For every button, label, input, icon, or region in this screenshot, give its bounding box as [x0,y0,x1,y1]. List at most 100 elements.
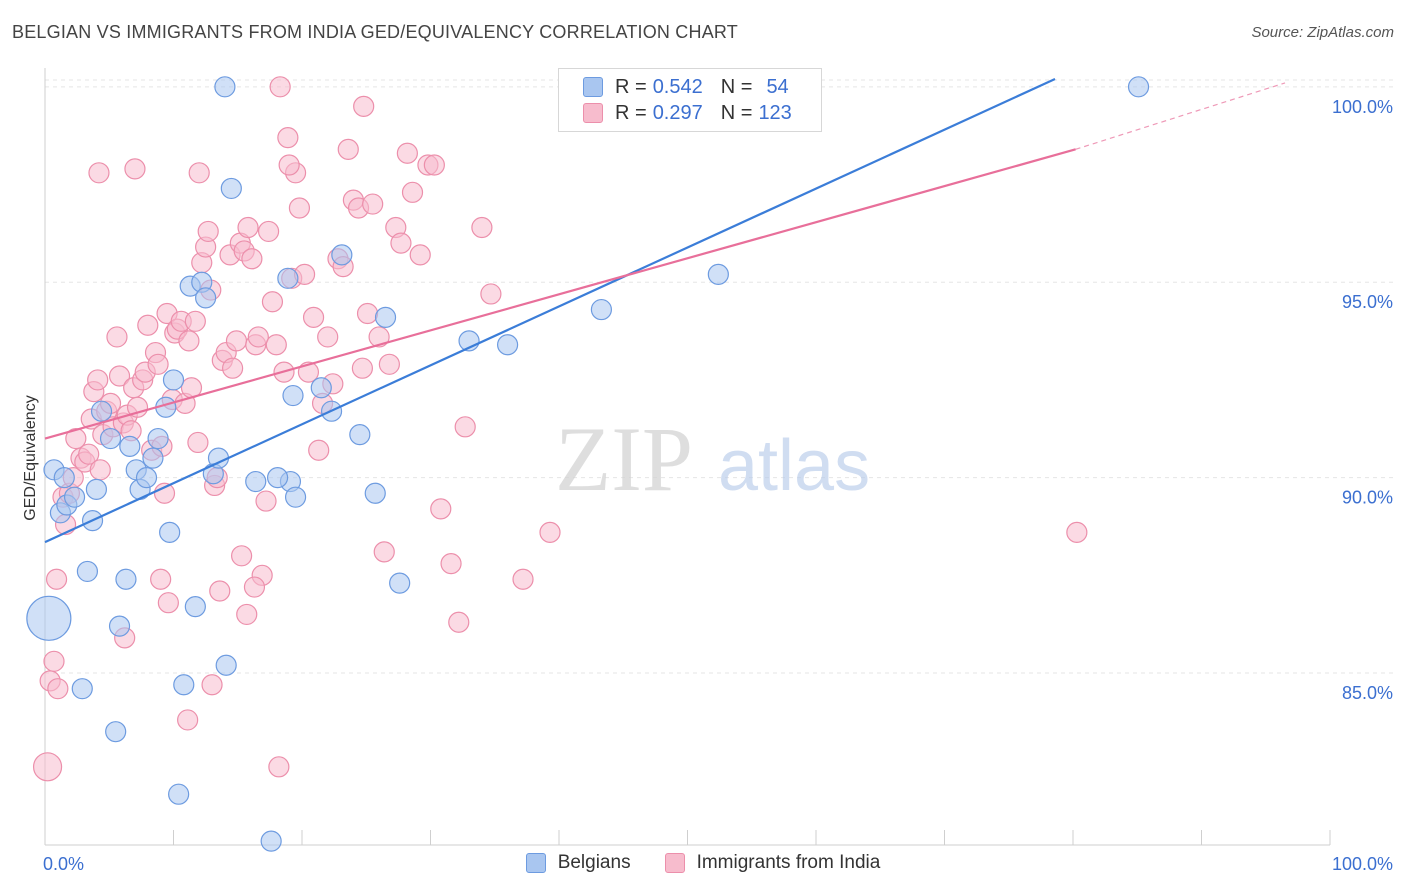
belgian-point [71,678,93,700]
series-swatch-belgians [525,853,546,873]
belgians-trend-line [44,78,1056,544]
axis-labels: 85.0% 90.0% 95.0% 100.0% 0.0% 100.0% GED/Equiv… [22,97,1393,874]
series-legend: Belgians Immigrants from India [0,852,1406,874]
india-point [87,369,109,391]
belgian-point [282,384,304,407]
india-point [268,756,290,778]
india-point [278,154,300,176]
belgian-point [162,369,185,391]
india-point [471,216,493,239]
legend-r-value: 0.542 [652,75,703,98]
belgian-point [108,615,131,637]
india-point [178,330,200,352]
belgian-point [245,470,267,493]
belgian-point [214,76,236,98]
legend-r-value: 0.297 [652,101,703,124]
india-trend-extension [1075,82,1286,150]
india-point [89,459,111,481]
india-point [209,580,231,602]
belgian-point [135,467,158,489]
belgian-point [147,427,169,450]
india-point [188,162,210,184]
india-point [378,353,400,375]
india-point [247,326,269,348]
series-india-points [32,76,1088,782]
watermark-atlas: atlas [718,426,870,506]
series-swatch-india [664,853,685,873]
india-point [362,193,384,215]
series-belgians-points [26,76,1150,852]
y-tick-label: 85.0% [1342,683,1393,703]
belgian-point [364,482,386,504]
india-point [153,482,176,504]
belgian-point [53,467,75,489]
belgian-point [168,783,190,805]
india-point [448,611,470,633]
india-point [225,330,248,352]
belgian-point [266,467,289,489]
belgian-point [277,267,299,289]
india-point [241,248,263,270]
series-legend-belgians[interactable]: Belgians [525,852,631,874]
belgian-point [707,263,729,286]
trend-lines [44,78,1286,544]
india-point [356,302,379,325]
india-point [308,439,330,461]
india-point [265,334,287,356]
belgian-point [26,595,72,641]
india-trend-line [44,148,1076,440]
india-point [124,158,146,180]
belgian-point [215,654,237,676]
belgian-point [142,447,164,469]
belgian-point [184,596,206,618]
india-point [373,541,395,563]
legend-swatch-india [583,103,603,123]
india-point [1066,521,1088,543]
legend-r-label: R = [615,75,647,98]
belgian-point [349,424,371,446]
legend-n-label: N = [720,75,753,98]
india-point [65,427,87,450]
watermark-zip: ZIP [555,408,693,510]
india-point [512,568,534,590]
legend-n-value: 123 [758,101,792,124]
india-point [277,127,299,149]
india-point [337,138,359,160]
belgian-point [173,674,195,696]
series-legend-india[interactable]: Immigrants from India [664,852,880,874]
belgian-point [76,560,99,583]
belgian-point [260,830,282,852]
belgian-point [220,177,242,200]
india-point [480,283,502,305]
india-point [317,326,339,348]
india-point [150,568,172,590]
india-point [368,326,390,348]
y-axis-label: GED/Equivalency [22,395,39,520]
india-point [430,498,452,520]
india-point [177,709,199,731]
india-point [137,314,159,336]
belgian-point [195,287,217,309]
india-point [261,291,284,313]
india-point [147,353,169,375]
india-point [78,443,100,465]
india-point [197,220,219,243]
legend-swatch-belgians [583,77,603,97]
india-point [396,142,418,164]
belgian-point [115,568,137,590]
india-point [255,490,277,512]
belgian-point [331,244,353,266]
legend-r-label: R = [615,101,647,124]
axes [44,68,1331,846]
source-credit: Source: ZipAtlas.com [1251,24,1394,41]
belgian-point [590,298,613,321]
india-point [409,244,431,266]
legend-n-value: 54 [766,75,789,98]
india-point [353,95,375,117]
india-point [201,674,223,696]
x-tick-label-min: 0.0% [43,854,84,874]
india-point [157,592,179,614]
india-point [231,545,253,567]
india-point [32,752,63,782]
